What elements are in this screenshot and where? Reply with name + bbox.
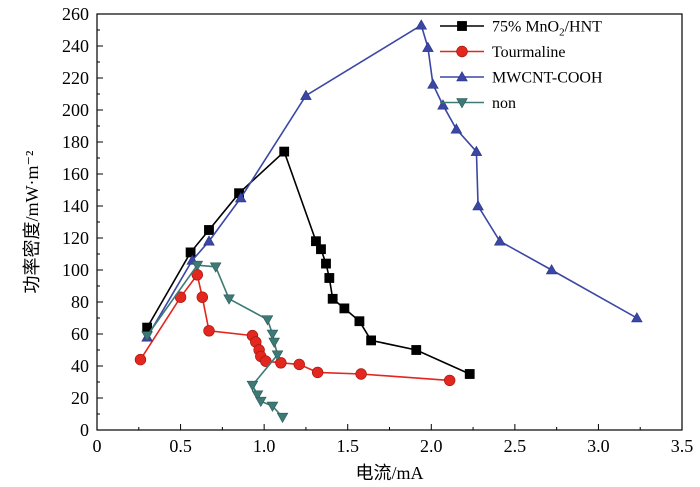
data-point xyxy=(246,380,259,392)
data-point xyxy=(261,315,274,326)
data-point xyxy=(134,353,147,366)
y-tick-label: 40 xyxy=(71,356,89,376)
data-point xyxy=(470,145,483,156)
data-point xyxy=(251,390,264,401)
data-point xyxy=(311,366,324,379)
data-point xyxy=(141,331,153,342)
data-point xyxy=(366,335,377,346)
data-point xyxy=(271,350,284,361)
data-point xyxy=(464,369,475,379)
data-point xyxy=(415,19,428,30)
legend-marker xyxy=(456,98,468,109)
y-tick-label: 20 xyxy=(71,388,89,408)
x-tick-label: 2.0 xyxy=(420,436,443,456)
x-tick-label: 3.0 xyxy=(587,436,610,456)
data-point xyxy=(472,200,484,211)
data-point xyxy=(275,357,287,369)
x-tick-label: 2.5 xyxy=(504,436,527,456)
y-tick-label: 140 xyxy=(62,196,89,216)
y-tick-label: 0 xyxy=(80,420,89,440)
data-point xyxy=(316,244,326,255)
y-tick-label: 60 xyxy=(71,324,89,344)
x-tick-label: 0.5 xyxy=(169,436,192,456)
data-point xyxy=(422,41,434,52)
legend: 75% MnO2/HNT Tourmaline MWCNT-COOH non xyxy=(440,19,603,112)
series-3 xyxy=(141,260,289,424)
data-point xyxy=(355,368,367,380)
y-tick-label: 260 xyxy=(62,4,89,24)
data-point xyxy=(266,329,279,340)
y-axis: 0 20 40 60 80 100 120 140 160 180 200 220 240 260 xyxy=(62,4,103,440)
legend-label: 75% MnO2/HNT xyxy=(492,19,602,39)
data-point xyxy=(185,247,196,258)
x-axis: 0 0.5 1.0 1.5 2.0 2.5 3.0 3.5 xyxy=(93,424,694,456)
y-axis-title: 功率密度/mW·m⁻² xyxy=(22,151,42,294)
data-point xyxy=(300,89,312,100)
data-point xyxy=(254,396,267,408)
y-tick-label: 100 xyxy=(62,260,89,280)
x-tick-label: 3.5 xyxy=(671,436,694,456)
data-point xyxy=(266,401,279,412)
data-point xyxy=(191,260,204,272)
legend-marker xyxy=(456,45,468,58)
data-point xyxy=(339,303,350,314)
data-point xyxy=(437,99,449,110)
data-point xyxy=(354,316,365,327)
data-point xyxy=(631,312,643,323)
legend-label: MWCNT-COOH xyxy=(492,70,603,87)
legend-marker xyxy=(456,71,468,82)
y-tick-label: 240 xyxy=(62,36,89,56)
data-point xyxy=(203,325,215,337)
data-point xyxy=(204,225,214,235)
y-tick-label: 80 xyxy=(71,292,89,312)
data-point xyxy=(293,358,305,371)
data-point xyxy=(427,78,439,89)
data-point xyxy=(450,123,463,134)
data-point xyxy=(411,345,422,355)
y-tick-label: 200 xyxy=(62,100,89,120)
y-tick-label: 160 xyxy=(62,164,89,184)
data-point xyxy=(196,291,209,303)
data-point xyxy=(494,235,506,246)
data-point xyxy=(276,412,289,424)
data-point xyxy=(321,258,331,269)
y-tick-label: 220 xyxy=(62,68,89,88)
y-tick-label: 180 xyxy=(62,132,89,152)
legend-label: non xyxy=(492,95,516,112)
data-point xyxy=(203,235,215,246)
series-2 xyxy=(141,19,643,342)
data-point xyxy=(268,337,280,348)
series-layer xyxy=(134,19,643,424)
data-point xyxy=(545,264,558,275)
x-axis-title: 电流/mA xyxy=(355,463,423,483)
data-point xyxy=(311,236,321,247)
data-point xyxy=(223,294,235,305)
data-point xyxy=(234,192,247,203)
data-point xyxy=(209,262,222,273)
x-tick-label: 0 xyxy=(93,436,102,456)
data-point xyxy=(443,374,456,387)
series-line xyxy=(146,264,284,418)
data-point xyxy=(279,146,290,157)
x-tick-label: 1.5 xyxy=(336,436,359,456)
data-point xyxy=(327,293,338,304)
y-tick-label: 120 xyxy=(62,228,89,248)
legend-label: Tourmaline xyxy=(492,44,566,61)
x-tick-label: 1.0 xyxy=(253,436,276,456)
series-0 xyxy=(142,146,475,379)
data-point xyxy=(324,273,335,283)
series-1 xyxy=(134,269,456,387)
legend-marker xyxy=(457,21,467,31)
